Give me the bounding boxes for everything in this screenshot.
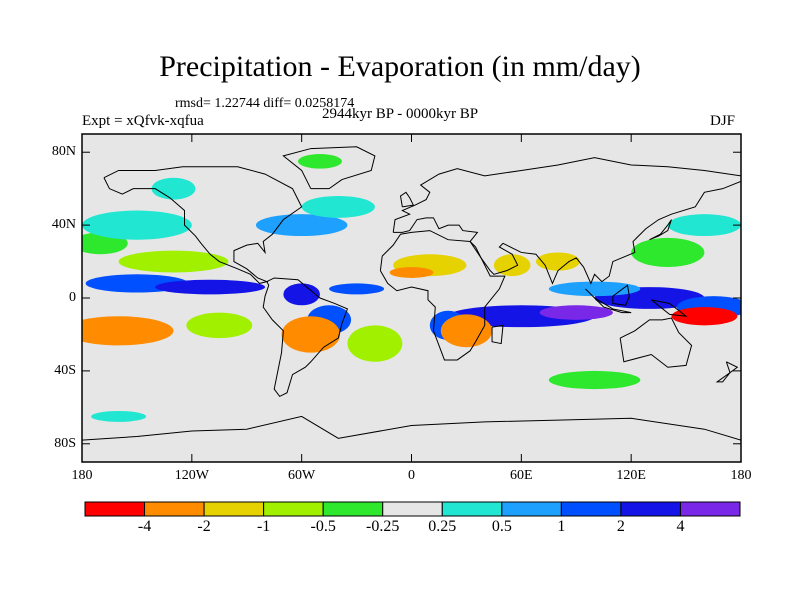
colorbar-swatch [620,501,681,517]
map-ticks [81,134,742,462]
field-contour [329,283,385,295]
coastline [399,191,415,208]
y-tick-label: 40N [51,217,76,233]
colorbar-swatch [441,501,503,517]
coastline [379,230,506,361]
coastline [82,415,741,441]
field-contour [283,283,320,306]
colorbar-label: -4 [137,518,152,535]
colorbar-label: 1 [557,518,566,535]
stats-text: rmsd= 1.22744 diff= 0.0258174 [175,96,355,111]
field-contour [420,163,476,178]
y-tick-label: 40S [54,362,76,378]
colorbar-swatch [560,501,622,517]
coastline [715,361,739,383]
field-contour [631,237,705,268]
colorbar-label: 0.5 [491,518,512,535]
field-contour [667,214,741,237]
colorbar-label: 2 [616,518,625,535]
y-tick-label: 80S [54,435,76,451]
field-contour [440,314,493,348]
colorbar-swatch [382,501,443,517]
coastline [392,157,741,285]
field-contour [301,195,375,218]
period-label: 2944kyr BP - 0000kyr BP [322,106,479,122]
x-tick-label: 180 [71,468,93,483]
colorbar-label: 0.25 [428,518,457,535]
coastline [103,166,303,284]
field-contour [356,401,394,413]
coastline-layer [82,146,741,441]
colorbar-swatch [501,501,562,517]
x-tick-label: 120W [174,468,209,483]
field-contour [298,154,342,169]
coastline [585,288,632,314]
field-contour [82,210,192,240]
field-contour [393,361,504,380]
field-contour [671,307,738,326]
field-contour [186,312,253,339]
colorbar-label: -2 [197,518,211,535]
colorbar-label: 4 [676,518,685,535]
field-contour [91,410,147,422]
field-contour [255,214,348,237]
field-contour [151,177,196,200]
colorbar-label: -0.25 [366,518,400,535]
field-contour [347,325,403,362]
field-contour [155,279,266,295]
coastline [262,277,349,398]
coastline [612,284,630,306]
field-contour [539,305,613,320]
colorbar-swatch [679,501,741,517]
x-tick-label: 180 [730,468,752,483]
field-layer [82,154,741,422]
coastline [650,299,688,317]
y-tick-label: 0 [69,290,76,305]
y-tick-label: 80N [51,144,76,160]
field-contour [535,252,580,271]
field-contour [281,316,341,353]
season-label: DJF [710,113,736,129]
field-contour [136,359,247,382]
field-contour [82,316,174,346]
x-tick-label: 0 [408,468,415,483]
field-contour [493,254,531,277]
colorbar-label: -1 [256,518,271,535]
field-contour [548,281,641,297]
x-tick-label: 60E [510,468,533,483]
field-contour [548,370,641,390]
field-contour [389,267,434,278]
x-tick-label: 60W [288,468,316,483]
coastline [491,324,504,345]
experiment-label: Expt = xQfvk-xqfua [82,113,204,129]
colorbar-swatch [203,501,265,517]
map-title: Precipitation - Evaporation (in mm/day) [159,50,641,83]
coastline [282,146,376,190]
colorbar-label: -0.5 [310,518,336,535]
colorbar [84,501,741,517]
colorbar-swatch [84,501,146,517]
colorbar-swatch [322,501,384,517]
coastline [649,219,672,241]
coastline [619,317,693,368]
x-tick-label: 120E [616,468,646,483]
colorbar-swatch [144,501,205,517]
field-contour [118,250,229,273]
colorbar-swatch [263,501,324,517]
